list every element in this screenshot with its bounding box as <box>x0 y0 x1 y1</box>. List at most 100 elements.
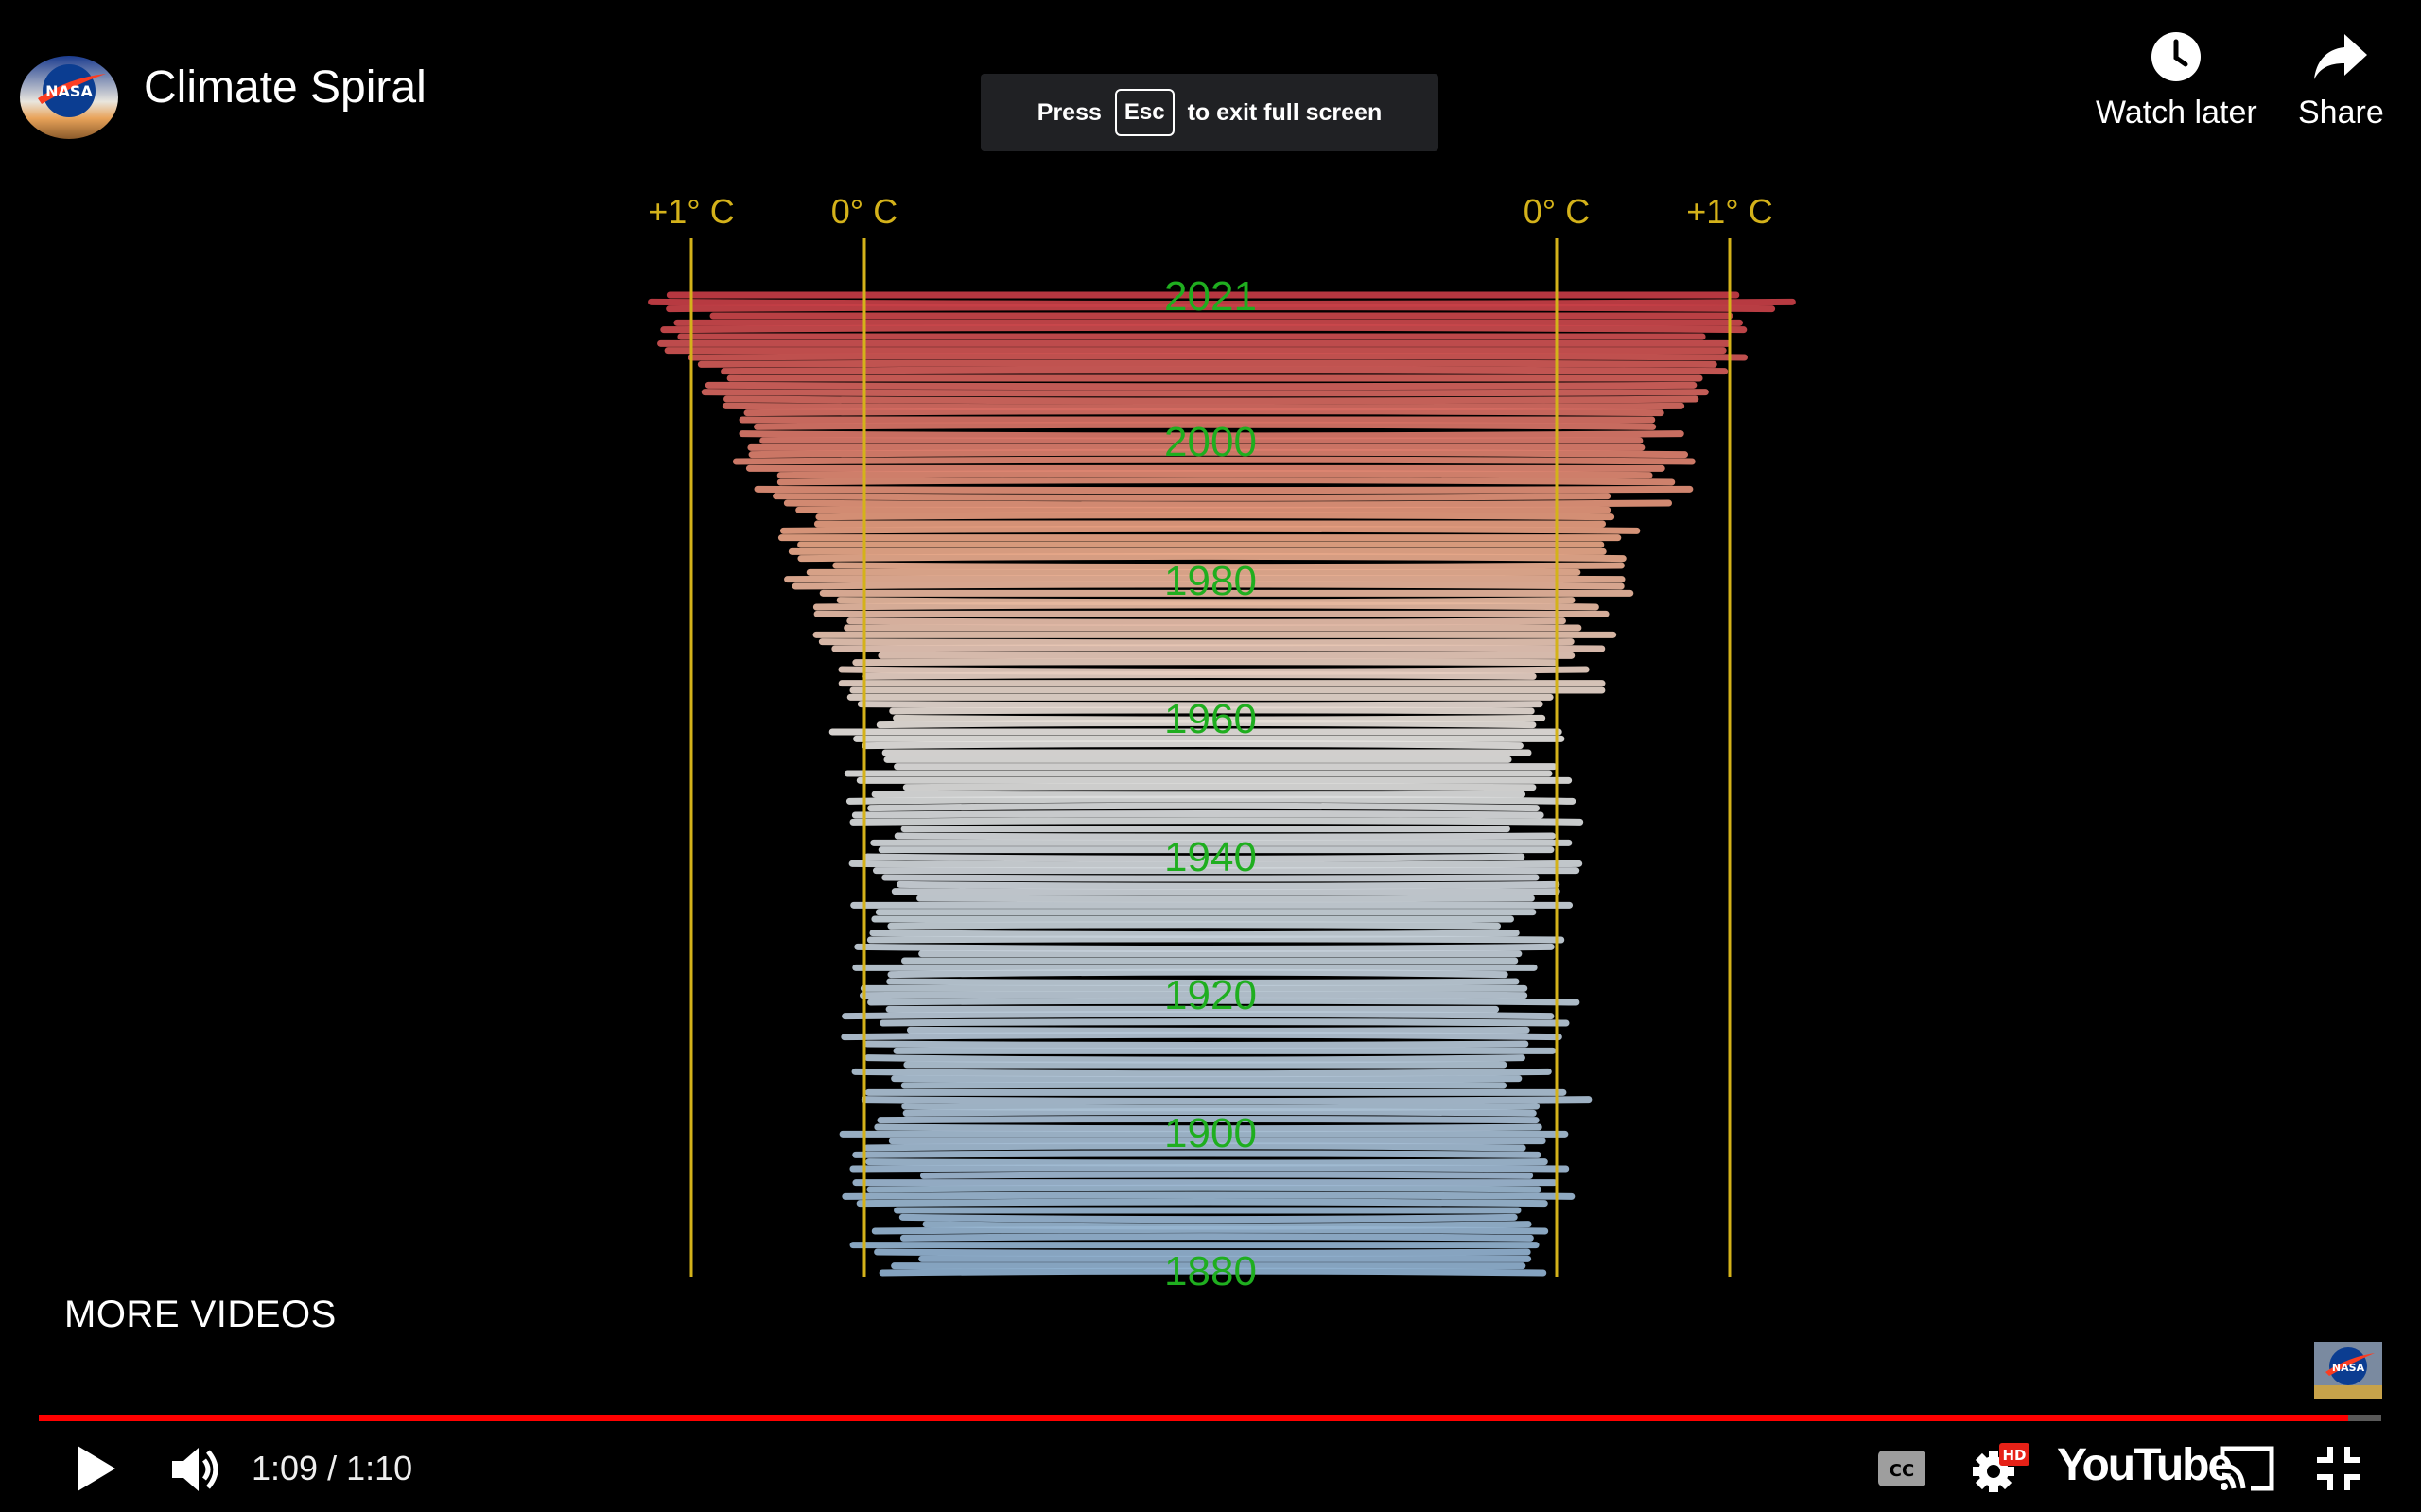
captions-button[interactable]: CC <box>1878 1451 1925 1491</box>
spiral-ring <box>754 485 1694 495</box>
spiral-ring <box>854 943 1555 952</box>
time-display: 1:09 / 1:10 <box>252 1449 413 1487</box>
spiral-ring <box>863 1142 1526 1152</box>
spiral-ring <box>880 1018 1570 1027</box>
year-label: 1940 <box>1164 834 1257 880</box>
exit-fullscreen-icon <box>2317 1447 2360 1490</box>
toast-suffix-text: to exit full screen <box>1187 98 1383 126</box>
spiral-ring <box>852 1150 1541 1158</box>
spiral-ring <box>852 658 1558 667</box>
spiral-ring <box>848 860 1583 869</box>
spiral-ring <box>878 652 1576 660</box>
spiral-ring <box>838 666 1590 675</box>
spiral-ring <box>688 353 1748 361</box>
spiral-ring <box>919 1171 1534 1179</box>
clock-icon <box>2151 32 2202 81</box>
spiral-ring <box>846 617 1566 626</box>
play-button[interactable] <box>74 1443 119 1499</box>
year-label: 1960 <box>1164 696 1257 742</box>
spiral-ring <box>739 415 1656 424</box>
spiral-ring <box>776 477 1676 486</box>
spiral-ring <box>852 1178 1558 1187</box>
year-label: 1980 <box>1164 558 1257 604</box>
channel-watermark[interactable]: NASA <box>2314 1342 2382 1399</box>
spiral-ring <box>792 581 1625 590</box>
spiral-ring <box>812 631 1617 638</box>
spiral-ring <box>648 298 1796 307</box>
spiral-ring <box>888 1138 1546 1145</box>
cc-icon: CC <box>1878 1451 1925 1486</box>
spiral-ring <box>722 402 1685 411</box>
spiral-ring <box>871 915 1514 924</box>
cast-button[interactable] <box>2219 1445 2275 1497</box>
svg-text:NASA: NASA <box>2332 1362 2365 1374</box>
spiral-ring <box>849 1164 1570 1173</box>
spiral-ring <box>893 714 1546 723</box>
spiral-ring <box>836 597 1576 606</box>
spiral-ring <box>748 448 1689 459</box>
spiral-ring <box>889 706 1535 715</box>
spiral-ring <box>815 512 1615 521</box>
spiral-ring <box>705 381 1698 391</box>
more-videos-button[interactable]: MORE VIDEOS <box>64 1294 337 1335</box>
play-icon <box>78 1446 115 1491</box>
youtube-logo[interactable]: YouTube <box>2057 1440 2233 1490</box>
spiral-ring <box>887 968 1508 979</box>
progress-bar[interactable] <box>39 1415 2381 1421</box>
watch-later-button[interactable]: Watch later <box>2096 30 2257 131</box>
share-label: Share <box>2298 95 2384 130</box>
share-arrow-icon <box>2314 34 2368 79</box>
spiral-ring <box>856 776 1573 784</box>
spiral-ring <box>818 638 1575 647</box>
spiral-ring <box>862 739 1524 750</box>
spiral-ring <box>701 389 1709 397</box>
channel-avatar[interactable]: NASA <box>19 55 119 140</box>
spiral-ring <box>863 1040 1529 1049</box>
spiral-ring <box>901 1103 1541 1112</box>
spiral-ring <box>897 880 1560 890</box>
svg-text:CC: CC <box>1890 1461 1914 1481</box>
spiral-ring <box>860 991 1528 999</box>
spiral-ring <box>857 701 1543 709</box>
spiral-ring <box>867 802 1541 812</box>
video-title[interactable]: Climate Spiral <box>144 62 427 113</box>
cast-icon <box>2220 1446 2274 1491</box>
spiral-ring <box>779 525 1641 534</box>
spiral-ring <box>747 443 1646 451</box>
spiral-ring <box>866 935 1565 944</box>
year-label: 1900 <box>1164 1110 1257 1156</box>
spiral-ring <box>776 469 1653 479</box>
spiral-ring <box>842 1010 1555 1020</box>
spiral-ring <box>773 493 1611 501</box>
axis-lines <box>689 238 1732 1277</box>
spiral-ring <box>891 888 1560 896</box>
spiral-ring <box>657 339 1732 347</box>
exit-fullscreen-button[interactable] <box>2315 1445 2362 1497</box>
spiral-ring <box>743 408 1664 417</box>
svg-text:NASA: NASA <box>45 82 93 100</box>
spiral-ring <box>784 574 1626 583</box>
year-labels: 2021 2000 1980 1960 1940 1920 1900 1880 <box>1164 273 1257 1295</box>
spiral-ring <box>754 421 1657 430</box>
spiral-ring <box>831 644 1606 652</box>
spiral-ring <box>806 568 1581 576</box>
spiral-ring <box>902 783 1537 791</box>
fullscreen-toast: Press Esc to exit full screen <box>981 74 1438 151</box>
spiral-lines <box>648 290 1796 1277</box>
axis-label-left-plus: +1° C <box>648 192 734 231</box>
spiral-ring <box>898 1213 1518 1224</box>
settings-button[interactable]: HD <box>1971 1443 2031 1501</box>
spiral-ring <box>856 1198 1548 1208</box>
spiral-ring <box>849 686 1606 694</box>
esc-key-badge: Esc <box>1114 89 1175 136</box>
spiral-ring <box>874 1248 1531 1257</box>
share-button[interactable]: Share <box>2298 30 2384 131</box>
spiral-ring <box>863 853 1525 862</box>
spiral-ring <box>864 1054 1525 1064</box>
spiral-ring <box>832 562 1625 571</box>
volume-icon <box>172 1448 218 1491</box>
mute-button[interactable] <box>170 1445 223 1499</box>
spiral-ring <box>899 1233 1534 1242</box>
spiral-ring <box>666 290 1740 299</box>
